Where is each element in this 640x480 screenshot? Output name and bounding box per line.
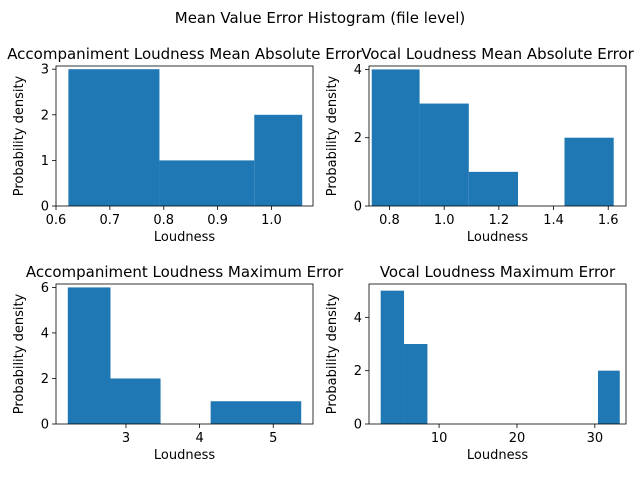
- x-tick-label: 0.7: [100, 213, 121, 228]
- y-tick-label: 0: [354, 200, 362, 215]
- axes-frame: [55, 283, 314, 425]
- y-axis-label: Probability density: [12, 293, 27, 414]
- axes-frame: [368, 65, 627, 207]
- histogram-bar: [564, 137, 614, 206]
- axes-frame: [368, 283, 627, 425]
- subplot-grid: 0.6 0.7 0.8 0.9 1.0 0 1 2 3 Loudness Probability d…: [7, 45, 634, 463]
- y-tick-label: 1: [41, 154, 49, 169]
- axes-frame: [55, 65, 314, 207]
- subplot-1: 0.6 0.7 0.8 0.9 1.0 0 1 2 3 Loudness Probability d…: [7, 45, 362, 245]
- x-tick-label: 1.6: [598, 213, 619, 228]
- x-tick-label: 30: [587, 431, 604, 446]
- y-tick-label: 2: [41, 108, 49, 123]
- histogram-bar: [210, 401, 302, 424]
- subplot-2: 0.8 1.0 1.2 1.4 1.6 0 2 4 Loudness Probability de…: [325, 45, 635, 245]
- histogram-bar: [371, 69, 420, 206]
- x-axis-label: Loudness: [467, 230, 528, 245]
- y-axis-label: Probability density: [325, 75, 340, 196]
- x-tick-label: 20: [509, 431, 526, 446]
- x-tick-label: 1.0: [434, 213, 455, 228]
- histogram-bar: [468, 171, 519, 206]
- y-tick-label: 0: [41, 200, 49, 215]
- subplot-title: Accompaniment Loudness Mean Absolute Err…: [7, 45, 362, 63]
- x-tick-label: 1.0: [261, 213, 282, 228]
- y-axis-label: Probability density: [325, 293, 340, 414]
- y-tick-label: 0: [354, 418, 362, 433]
- y-tick-label: 2: [41, 372, 49, 387]
- x-tick-label: 3: [122, 431, 130, 446]
- histogram-bar: [110, 378, 161, 424]
- x-tick-label: 4: [195, 431, 203, 446]
- y-tick-label: 3: [41, 63, 49, 78]
- subplot-4: 10 20 30 0 2 4 Loudness Probability density Voca…: [325, 263, 627, 463]
- histogram-bar: [159, 160, 255, 206]
- x-tick-label: 0.8: [379, 213, 400, 228]
- histogram-bar: [404, 344, 428, 424]
- x-axis-label: Loudness: [467, 448, 528, 463]
- subplot-title: Vocal Loudness Mean Absolute Error: [361, 45, 634, 63]
- y-tick-label: 2: [354, 131, 362, 146]
- x-tick-label: 10: [431, 431, 448, 446]
- y-tick-label: 2: [354, 364, 362, 379]
- x-tick-label: 1.4: [543, 213, 564, 228]
- x-axis-label: Loudness: [154, 230, 215, 245]
- y-tick-label: 6: [41, 281, 49, 296]
- subplot-3: 3 4 5 0 2 4 6 Loudness Probability density Accomp…: [12, 263, 344, 463]
- x-tick-label: 0.9: [207, 213, 228, 228]
- y-tick-label: 0: [41, 418, 49, 433]
- histogram-bar: [380, 290, 405, 424]
- y-tick-label: 4: [354, 63, 362, 78]
- figure-suptitle: Mean Value Error Histogram (file level): [175, 9, 466, 27]
- histogram-bar: [68, 69, 160, 206]
- subplot-title: Vocal Loudness Maximum Error: [380, 263, 616, 281]
- histogram-bar: [597, 370, 620, 424]
- x-tick-label: 0.6: [46, 213, 67, 228]
- histogram-bar: [67, 287, 111, 424]
- y-tick-label: 4: [354, 311, 362, 326]
- x-tick-label: 1.2: [489, 213, 510, 228]
- subplot-title: Accompaniment Loudness Maximum Error: [26, 263, 344, 281]
- y-axis-label: Probability density: [12, 75, 27, 196]
- x-tick-label: 5: [269, 431, 277, 446]
- x-tick-label: 0.8: [153, 213, 174, 228]
- y-tick-label: 4: [41, 326, 49, 341]
- histogram-bar: [254, 114, 303, 206]
- x-axis-label: Loudness: [154, 448, 215, 463]
- histogram-bar: [419, 103, 469, 206]
